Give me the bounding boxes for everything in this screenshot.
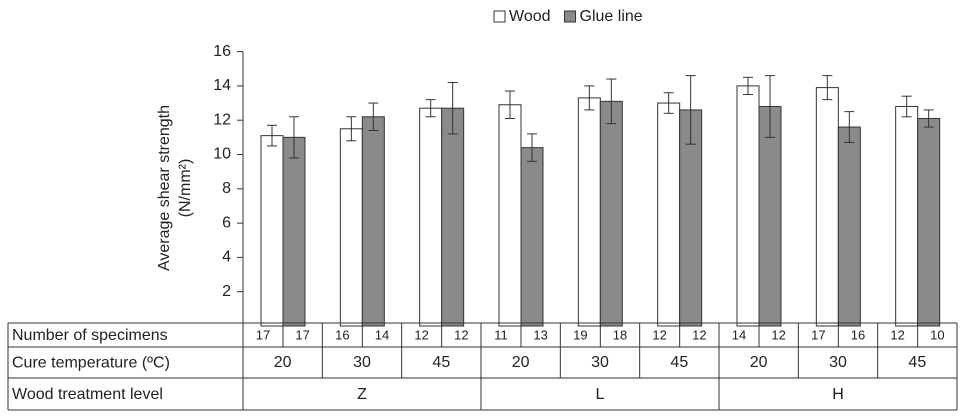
specimen-count: 12 [771, 327, 785, 342]
cure-temperature: 20 [274, 354, 292, 371]
specimen-count: 17 [295, 327, 309, 342]
bar [917, 117, 941, 327]
row-label: Number of specimens [12, 327, 168, 344]
error-bar [685, 75, 696, 145]
legend-swatch [493, 10, 506, 23]
bar [260, 135, 284, 327]
error-bar [606, 78, 617, 125]
specimen-count: 14 [375, 327, 389, 342]
y-tick-label: 16 [213, 43, 231, 60]
row-label: Cure temperature (ºC) [12, 355, 170, 372]
specimen-count: 16 [335, 327, 349, 342]
bar [441, 107, 465, 327]
y-tick-label: 10 [213, 146, 231, 163]
treatment-level: Z [357, 386, 367, 403]
bar [895, 105, 919, 327]
error-bar [901, 95, 912, 118]
specimen-count: 12 [890, 327, 904, 342]
error-bar [844, 111, 855, 143]
error-bar [289, 116, 299, 159]
specimen-count: 10 [930, 327, 944, 342]
y-tick-label: 6 [222, 214, 231, 231]
error-bar [663, 92, 674, 114]
error-bar [527, 133, 537, 162]
bar [520, 147, 544, 327]
cure-temperature: 45 [670, 354, 688, 371]
error-bar [346, 116, 357, 142]
legend-swatch [564, 10, 577, 23]
y-tick-label: 12 [213, 111, 231, 128]
specimen-count: 19 [573, 327, 587, 342]
bar [361, 116, 385, 327]
specimen-count: 12 [692, 327, 706, 342]
bar [657, 102, 681, 327]
bar [815, 87, 839, 327]
specimen-count: 12 [652, 327, 666, 342]
treatment-level: H [832, 386, 844, 403]
cure-temperature: 30 [591, 354, 609, 371]
specimen-count: 12 [454, 327, 468, 342]
specimen-count: 14 [732, 327, 746, 342]
error-bar [765, 75, 775, 138]
error-bar [822, 75, 833, 101]
cure-temperature: 30 [829, 354, 847, 371]
specimen-count: 17 [256, 327, 270, 342]
specimen-count: 16 [851, 327, 865, 342]
specimen-count: 11 [494, 327, 508, 342]
bar [599, 100, 623, 327]
cure-temperature: 45 [908, 354, 926, 371]
y-tick-label: 2 [222, 283, 231, 300]
error-bar [584, 85, 595, 111]
specimen-count: 12 [414, 327, 428, 342]
error-bar [743, 76, 753, 95]
bar [736, 85, 760, 327]
cure-temperature: 20 [750, 354, 768, 371]
legend-label: Wood [509, 8, 551, 25]
bar [758, 105, 782, 327]
specimen-count: 18 [613, 327, 627, 342]
y-tick-label: 4 [222, 249, 231, 266]
specimen-count: 13 [533, 327, 547, 342]
y-axis-label: Average shear strength [156, 105, 173, 271]
y-tick-label: 8 [222, 180, 231, 197]
bar [339, 128, 363, 327]
y-tick-label: 14 [213, 77, 231, 94]
legend-label: Glue line [580, 8, 643, 25]
error-bar [368, 102, 379, 131]
bar [577, 97, 601, 327]
cure-temperature: 45 [432, 354, 450, 371]
row-label: Wood treatment level [12, 386, 163, 403]
cure-temperature: 30 [353, 354, 371, 371]
bar [419, 107, 443, 327]
error-bar [923, 109, 934, 128]
specimen-count: 17 [811, 327, 825, 342]
bar [498, 104, 522, 327]
error-bar [425, 99, 436, 118]
y-axis-label: (N/mm²) [177, 159, 194, 218]
bar [837, 126, 861, 327]
cure-temperature: 20 [512, 354, 530, 371]
bar [282, 136, 306, 327]
error-bar [447, 81, 458, 135]
treatment-level: L [596, 386, 605, 403]
error-bar [505, 90, 515, 119]
error-bar [267, 124, 277, 147]
